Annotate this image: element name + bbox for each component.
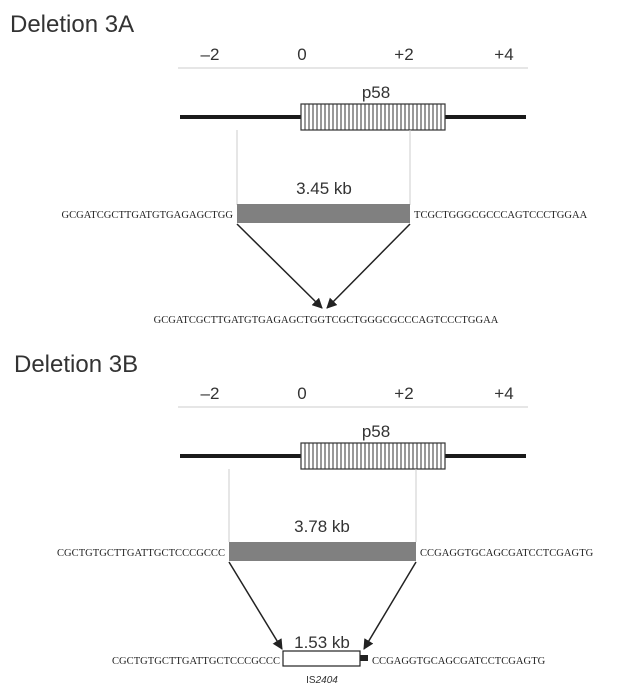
panel-deletion-3a: Deletion 3A –2 0 +2 +4 p58 3.45 kb GCGAT… — [10, 11, 588, 326]
panel-title: Deletion 3B — [14, 351, 138, 378]
junction-arrow-left — [236, 223, 323, 309]
gene-label: p58 — [362, 83, 390, 102]
deleted-region-bar — [237, 204, 410, 223]
deletion-size-label: 3.78 kb — [294, 517, 350, 536]
scale-axis: –2 0 +2 +4 — [178, 384, 528, 408]
tick-label: +4 — [494, 45, 513, 64]
gene-p58-box — [300, 103, 446, 131]
is-element-box — [282, 650, 361, 667]
tick-label: –2 — [201, 384, 220, 403]
deletion-size-label: 3.45 kb — [296, 179, 352, 198]
scale-axis: –2 0 +2 +4 — [178, 45, 528, 69]
junction-arrow-right — [326, 223, 411, 309]
gene-label: p58 — [362, 422, 390, 441]
tick-label: 0 — [297, 45, 306, 64]
junction-arrow-right — [363, 561, 417, 650]
tick-label: –2 — [201, 45, 220, 64]
insert-size-label: 1.53 kb — [294, 633, 350, 652]
right-flank-sequence: CCGAGGTGCAGCGATCCTCGAGTG — [420, 548, 594, 559]
tick-label: +2 — [394, 384, 413, 403]
junction-sequence: GCGATCGCTTGATGTGAGAGCTGGTCGCTGGGCGCCCAGT… — [154, 315, 499, 326]
right-flank-sequence: TCGCTGGGCGCCCAGTCCCTGGAA — [414, 210, 588, 221]
is-element-prefix: IS — [306, 675, 316, 686]
gene-p58-box — [300, 442, 446, 470]
tick-label: +2 — [394, 45, 413, 64]
is-element-label: IS2404 — [306, 675, 338, 686]
left-flank-sequence: GCGATCGCTTGATGTGAGAGCTGG — [61, 210, 233, 221]
junction-arrow-left — [228, 561, 283, 650]
tick-label: +4 — [494, 384, 513, 403]
is-element-number: 2404 — [315, 675, 339, 686]
deleted-region-bar — [229, 542, 416, 561]
left-flank-sequence: CGCTGTGCTTGATTGCTCCCGCCC — [57, 548, 225, 559]
tick-label: 0 — [297, 384, 306, 403]
panel-deletion-3b: Deletion 3B –2 0 +2 +4 p58 3.78 kb CGCTG… — [14, 351, 594, 686]
panel-title: Deletion 3A — [10, 11, 134, 38]
junction-right-sequence: CCGAGGTGCAGCGATCCTCGAGTG — [372, 656, 546, 667]
is-element-end — [360, 655, 368, 661]
junction-left-sequence: CGCTGTGCTTGATTGCTCCCGCCC — [112, 656, 280, 667]
